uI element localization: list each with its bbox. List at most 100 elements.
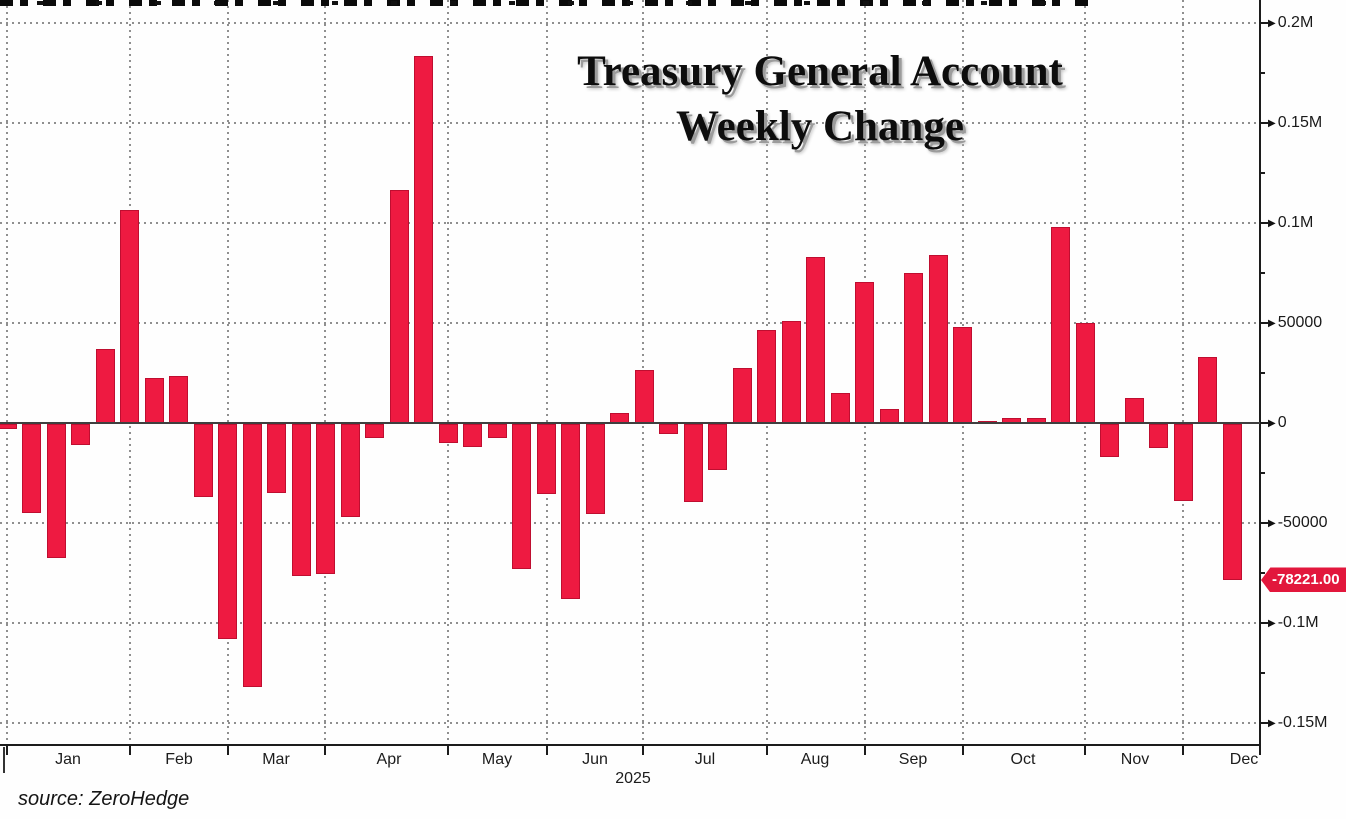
bar [781, 321, 801, 423]
month-label: May [481, 751, 513, 768]
bar [1198, 357, 1217, 423]
bar [389, 190, 409, 423]
y-axis-label-text: -0.1M [1277, 614, 1319, 631]
bar [169, 376, 188, 423]
bar [928, 255, 948, 423]
h-gridline [0, 122, 1260, 124]
bar [487, 424, 507, 438]
bar [683, 424, 703, 502]
bar [193, 424, 213, 497]
v-gridline [324, 0, 326, 745]
h-gridline [0, 222, 1260, 224]
bar [757, 330, 776, 423]
bar [708, 424, 727, 470]
bar [71, 424, 90, 445]
v-gridline [227, 0, 229, 745]
y-axis-major-tick [1260, 722, 1268, 724]
y-axis-label: ▶ -0.15M [1268, 713, 1328, 733]
bar [806, 257, 825, 423]
bar [953, 327, 972, 423]
y-axis-label-text: 0.15M [1277, 114, 1323, 131]
y-axis-label: ▶ -0.1M [1268, 613, 1319, 633]
bar [634, 370, 654, 423]
plot-area [0, 0, 1260, 745]
y-axis-minor-tick [1260, 472, 1265, 474]
month-tick [642, 746, 644, 755]
chart-title-line1: Treasury General Account [577, 48, 1063, 95]
h-gridline [0, 622, 1260, 624]
y-axis-major-tick [1260, 222, 1268, 224]
y-axis-label: ▶ 0.15M [1268, 113, 1322, 133]
month-label: Dec [1229, 751, 1259, 768]
y-axis-label-text: -0.15M [1277, 714, 1328, 731]
bar [316, 424, 335, 574]
bar [1149, 424, 1168, 448]
last-price-badge: -78221.00 [1261, 567, 1346, 593]
cropped-text-strip-2 [6, 1, 1086, 5]
bar [904, 273, 923, 423]
month-label: Jan [55, 751, 81, 768]
month-label: Jul [694, 751, 716, 768]
month-tick [227, 746, 229, 755]
y-axis-label-text: 0.2M [1277, 14, 1314, 31]
tick-arrow-icon: ▶ [1268, 217, 1276, 229]
bar [1222, 424, 1242, 581]
y-axis-major-tick [1260, 522, 1268, 524]
bar [95, 349, 115, 423]
source-note: source: ZeroHedge [18, 788, 190, 810]
month-tick [6, 746, 8, 755]
y-axis-label: ▶ 0.2M [1268, 13, 1313, 33]
month-label: Feb [165, 751, 193, 768]
month-tick [1259, 746, 1261, 755]
month-tick [324, 746, 326, 755]
v-gridline [546, 0, 548, 745]
y-axis-minor-tick [1260, 272, 1265, 274]
bar [414, 56, 433, 423]
bar [438, 424, 458, 443]
bar [830, 393, 850, 423]
month-label: Sep [898, 751, 928, 768]
month-tick [546, 746, 548, 755]
month-label: Aug [800, 751, 830, 768]
y-axis-minor-tick [1260, 72, 1265, 74]
bar [732, 368, 752, 423]
month-tick [864, 746, 866, 755]
bar [585, 424, 605, 514]
y-axis-minor-tick [1260, 372, 1265, 374]
bar [46, 424, 66, 558]
year-label: 2025 [615, 770, 651, 787]
bar [561, 424, 580, 599]
bar [1124, 398, 1144, 423]
month-label: Nov [1120, 751, 1150, 768]
month-tick [766, 746, 768, 755]
month-tick [1084, 746, 1086, 755]
month-label: Jun [582, 751, 608, 768]
bar [855, 282, 874, 423]
y-axis-label-text: -50000 [1277, 514, 1328, 531]
y-axis-label-text: 50000 [1277, 314, 1323, 331]
v-gridline [1182, 0, 1184, 745]
year-start-tick [3, 747, 5, 773]
h-gridline [0, 722, 1260, 724]
bar [879, 409, 899, 423]
y-axis-minor-tick [1260, 672, 1265, 674]
bar [22, 424, 41, 513]
h-gridline [0, 22, 1260, 24]
tick-arrow-icon: ▶ [1268, 317, 1276, 329]
y-axis-major-tick [1260, 622, 1268, 624]
y-axis-minor-tick [1260, 172, 1265, 174]
last-price-label: -78221.00 [1272, 571, 1340, 589]
bar [144, 378, 164, 423]
bar [659, 424, 678, 434]
tick-arrow-icon: ▶ [1268, 717, 1276, 729]
month-tick [962, 746, 964, 755]
bar [218, 424, 237, 639]
month-label: Mar [262, 751, 290, 768]
y-axis-label: ▶ 0.1M [1268, 213, 1313, 233]
bar [291, 424, 311, 576]
y-axis-label: ▶ -50000 [1268, 513, 1328, 533]
y-axis-major-tick [1260, 122, 1268, 124]
y-axis-label-text: 0 [1277, 414, 1287, 431]
zero-line [0, 422, 1260, 424]
